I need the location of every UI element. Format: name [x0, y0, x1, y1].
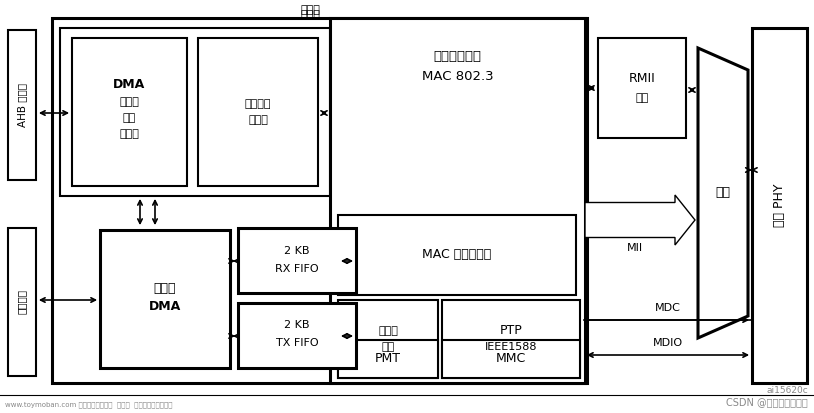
- Text: MAC 控制寄存器: MAC 控制寄存器: [422, 249, 492, 261]
- Text: 以太网: 以太网: [300, 5, 320, 15]
- Text: MDIO: MDIO: [653, 338, 683, 348]
- Bar: [72, 38, 187, 186]
- Text: 总线矩阵: 总线矩阵: [17, 290, 27, 315]
- Text: 介质访问控制: 介质访问控制: [434, 50, 482, 62]
- Text: 接口: 接口: [636, 93, 649, 103]
- Text: 2 KB: 2 KB: [284, 320, 310, 330]
- Bar: [442, 340, 580, 378]
- Text: CSDN @时光飞逝的日子: CSDN @时光飞逝的日子: [726, 397, 808, 407]
- Bar: [598, 38, 686, 138]
- Text: 寄存器: 寄存器: [248, 115, 268, 125]
- Text: PMT: PMT: [375, 353, 401, 366]
- Text: MMC: MMC: [496, 353, 526, 366]
- FancyArrow shape: [585, 195, 695, 245]
- Text: 工作模式: 工作模式: [245, 99, 271, 109]
- Bar: [338, 215, 576, 295]
- Bar: [238, 303, 356, 368]
- Text: 校验和: 校验和: [378, 326, 398, 336]
- Text: 外部 PHY: 外部 PHY: [773, 184, 786, 227]
- Bar: [442, 300, 580, 378]
- Bar: [238, 228, 356, 293]
- Text: MII: MII: [627, 243, 643, 253]
- Text: AHB 从接口: AHB 从接口: [17, 83, 27, 127]
- Text: 状态: 状态: [123, 113, 136, 123]
- Bar: [60, 28, 330, 196]
- Text: TX FIFO: TX FIFO: [276, 339, 318, 349]
- Text: 减荷: 减荷: [382, 342, 395, 352]
- Polygon shape: [698, 48, 748, 338]
- Text: MAC 802.3: MAC 802.3: [422, 69, 493, 83]
- Bar: [52, 18, 587, 383]
- Text: MDC: MDC: [655, 303, 681, 313]
- Bar: [338, 300, 438, 378]
- Text: IEEE1588: IEEE1588: [485, 342, 537, 352]
- Bar: [198, 38, 318, 186]
- Bar: [100, 230, 230, 368]
- Bar: [8, 228, 36, 376]
- Bar: [338, 340, 438, 378]
- Bar: [8, 30, 36, 180]
- Text: 2 KB: 2 KB: [284, 245, 310, 256]
- Text: 控制与: 控制与: [120, 97, 139, 107]
- Text: 以太网: 以太网: [300, 10, 320, 20]
- Bar: [330, 18, 585, 383]
- Text: www.toymoban.com 网络图片仅供展示  非存储  如有侵权请联系删除: www.toymoban.com 网络图片仅供展示 非存储 如有侵权请联系删除: [5, 401, 173, 408]
- Text: 寄存器: 寄存器: [120, 129, 139, 139]
- Text: DMA: DMA: [113, 78, 146, 90]
- Text: PTP: PTP: [500, 325, 523, 337]
- Text: 以太网: 以太网: [154, 282, 177, 295]
- Text: 选择: 选择: [716, 187, 730, 199]
- Text: DMA: DMA: [149, 301, 182, 313]
- Text: RX FIFO: RX FIFO: [275, 263, 319, 273]
- Bar: [752, 28, 807, 383]
- Text: RMII: RMII: [628, 71, 655, 85]
- Text: ai15620c: ai15620c: [766, 386, 808, 395]
